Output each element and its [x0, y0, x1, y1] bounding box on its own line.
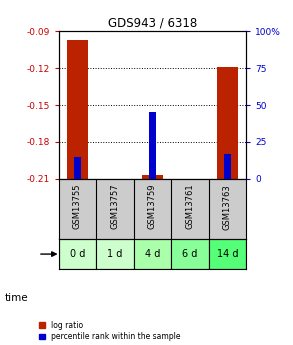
Text: 14 d: 14 d — [217, 249, 238, 259]
Text: GSM13757: GSM13757 — [110, 184, 119, 229]
Text: GSM13755: GSM13755 — [73, 184, 82, 229]
Text: 4 d: 4 d — [145, 249, 160, 259]
Text: GSM13759: GSM13759 — [148, 184, 157, 229]
Title: GDS943 / 6318: GDS943 / 6318 — [108, 17, 197, 30]
Bar — [74, 157, 81, 179]
Bar — [59, 239, 96, 269]
Bar — [171, 239, 209, 269]
Text: GSM13761: GSM13761 — [185, 184, 194, 229]
Bar — [209, 239, 246, 269]
Bar — [134, 239, 171, 269]
Text: 6 d: 6 d — [182, 249, 197, 259]
Legend: log ratio, percentile rank within the sample: log ratio, percentile rank within the sa… — [39, 321, 181, 341]
Bar — [67, 40, 88, 179]
Text: GSM13763: GSM13763 — [223, 184, 232, 229]
Text: time: time — [4, 294, 28, 303]
Bar — [224, 154, 231, 179]
Bar — [217, 67, 238, 179]
Bar — [96, 239, 134, 269]
Bar — [149, 112, 156, 179]
Bar — [142, 175, 163, 179]
Text: 1 d: 1 d — [107, 249, 122, 259]
Text: 0 d: 0 d — [70, 249, 85, 259]
